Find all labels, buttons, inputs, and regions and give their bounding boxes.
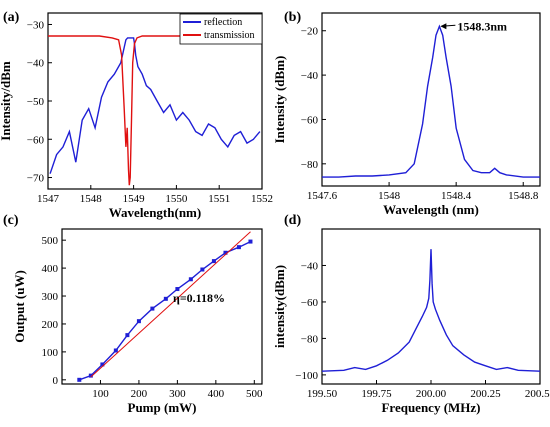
y-tick-label: −60 xyxy=(301,297,319,309)
x-axis-label: Pump (mW) xyxy=(128,400,197,415)
data-point-marker xyxy=(248,239,253,244)
x-axis-label: Wavelength (nm) xyxy=(383,202,479,217)
x-tick-label: 1548.8 xyxy=(508,190,539,202)
y-tick-label: −30 xyxy=(27,19,45,31)
x-tick-label: 300 xyxy=(169,388,186,400)
legend-label: reflection xyxy=(204,17,242,28)
x-tick-label: 1547.6 xyxy=(307,190,338,202)
y-tick-label: −60 xyxy=(27,134,45,146)
series-line-s1 xyxy=(321,249,541,372)
panel-label: (d) xyxy=(284,213,301,228)
y-tick-label: −70 xyxy=(27,173,45,185)
plot-frame xyxy=(61,228,263,385)
data-point-marker xyxy=(236,245,241,250)
x-tick-label: 400 xyxy=(208,388,225,400)
data-point-marker xyxy=(200,267,205,272)
y-tick-label: −50 xyxy=(27,96,45,108)
data-point-marker xyxy=(88,373,93,378)
data-point-marker xyxy=(77,377,82,382)
series-line-s1 xyxy=(322,24,540,178)
y-tick-label: −40 xyxy=(301,70,319,82)
peak-annotation: 1548.3nm xyxy=(457,19,507,33)
y-tick-label: 200 xyxy=(42,319,59,331)
panel-1: (a) 1547 1548 1549 1550 1551 1552 −70 −60 −50 −40 −… xyxy=(0,10,273,220)
series-line-s2 xyxy=(90,231,251,378)
x-axis-label: Frequency (MHz) xyxy=(381,400,480,415)
x-tick-label: 500 xyxy=(246,388,263,400)
data-point-marker xyxy=(136,319,141,324)
x-tick-label: 1552 xyxy=(251,193,273,205)
y-tick-label: −80 xyxy=(301,333,319,345)
x-tick-label: 1550 xyxy=(165,193,188,205)
panel-label: (c) xyxy=(3,213,19,228)
data-point-marker xyxy=(113,348,118,353)
data-point-marker xyxy=(125,333,130,338)
x-tick-label: 200 xyxy=(131,388,148,400)
x-tick-label: 1548 xyxy=(378,190,401,202)
y-axis-label: Intensity/dBm xyxy=(0,61,13,141)
x-tick-label: 1549 xyxy=(123,193,146,205)
x-tick-label: 199.50 xyxy=(307,388,338,400)
panel-3: (c) 100 200 300 400 500 0 100 200 300 400 500 Pump (… xyxy=(3,213,263,415)
y-tick-label: 500 xyxy=(42,235,59,247)
legend: reflection transmission xyxy=(179,13,263,45)
panel-label: (a) xyxy=(3,10,20,25)
data-point-marker xyxy=(100,362,105,367)
panel-4: (d) 199.50 199.75 200.00 200.25 200.50 −100 −80… xyxy=(272,213,550,415)
plot-frame xyxy=(321,12,541,187)
y-tick-label: 300 xyxy=(42,291,59,303)
y-axis-label: intensity(dBm) xyxy=(272,265,287,348)
series-line-s1 xyxy=(79,240,251,381)
panel-2: (b) 1547.6 1548 1548.4 1548.8 −80 −60 −40 −20 Wav… xyxy=(272,10,541,217)
x-tick-label: 1551 xyxy=(208,193,230,205)
y-tick-label: −80 xyxy=(301,159,319,171)
x-tick-label: 1548.4 xyxy=(441,190,472,202)
data-point-marker xyxy=(223,250,228,255)
data-point-marker xyxy=(163,296,168,301)
data-point-marker xyxy=(211,259,216,264)
x-tick-label: 1548 xyxy=(80,193,103,205)
x-axis-label: Wavelength(nm) xyxy=(109,205,201,220)
y-tick-label: 400 xyxy=(42,263,59,275)
x-tick-label: 100 xyxy=(92,388,109,400)
x-tick-label: 200.25 xyxy=(470,388,501,400)
y-tick-label: −40 xyxy=(27,58,45,70)
y-tick-label: −20 xyxy=(301,26,319,38)
x-tick-label: 199.75 xyxy=(361,388,392,400)
panel-label: (b) xyxy=(284,10,301,25)
data-point-marker xyxy=(150,306,155,311)
data-point-marker xyxy=(188,277,193,282)
annotation-arrowhead xyxy=(440,23,447,30)
y-axis-label: Output (uW) xyxy=(12,270,27,343)
series-line-reflection xyxy=(49,37,261,174)
y-tick-label: −100 xyxy=(295,370,318,382)
y-tick-label: 0 xyxy=(53,375,59,387)
x-tick-label: 1547 xyxy=(37,193,60,205)
legend-box xyxy=(179,13,263,45)
efficiency-annotation: η=0.118% xyxy=(173,291,225,305)
x-tick-label: 200.00 xyxy=(416,388,447,400)
x-tick-label: 200.50 xyxy=(525,388,550,400)
y-tick-label: −40 xyxy=(301,260,319,272)
y-tick-label: 100 xyxy=(42,347,59,359)
series-line-transmission xyxy=(48,35,258,186)
data-point-marker xyxy=(175,287,180,292)
y-tick-label: −60 xyxy=(301,114,319,126)
legend-label: transmission xyxy=(204,30,255,41)
y-axis-label: Intensity (dBm) xyxy=(272,56,287,144)
